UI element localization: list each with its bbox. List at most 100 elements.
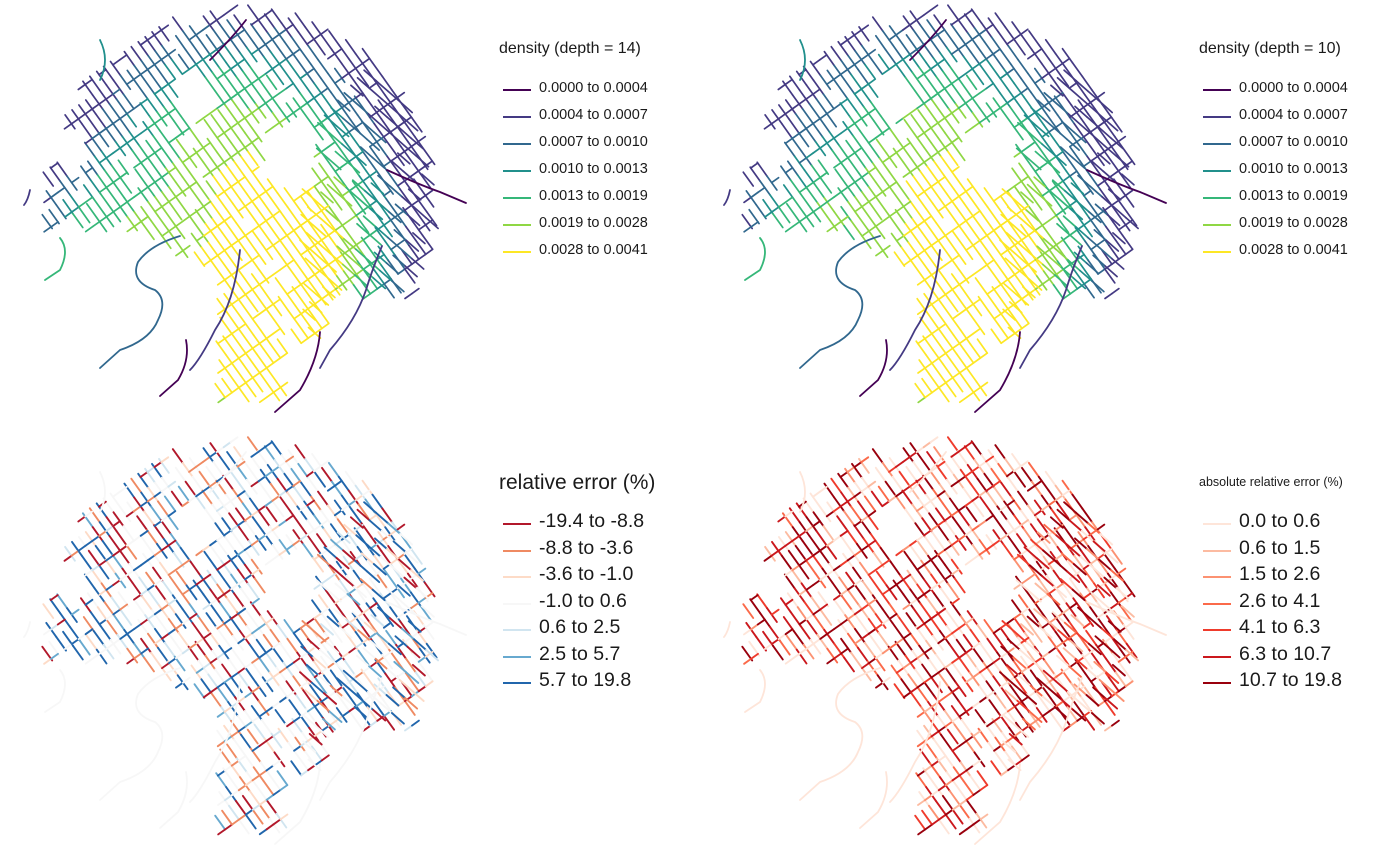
street-segment — [902, 53, 911, 61]
street-segment — [1111, 663, 1126, 677]
street-segment — [844, 467, 856, 484]
street-segment — [986, 720, 995, 728]
street-segment — [195, 637, 205, 645]
street-segment — [256, 18, 269, 34]
street-segment — [1004, 257, 1019, 270]
street-segment — [1041, 680, 1051, 688]
street-segment — [333, 479, 343, 487]
street-segment — [424, 219, 434, 226]
street-segment — [341, 248, 351, 256]
street-segment — [352, 715, 365, 732]
street-segment — [237, 568, 249, 585]
street-segment — [193, 251, 206, 267]
street-segment — [112, 58, 121, 66]
street-segment — [854, 481, 866, 498]
street-segment — [315, 293, 330, 306]
street-segment — [354, 553, 364, 561]
street-segment — [353, 705, 368, 719]
street-segment — [223, 617, 233, 625]
street-segment — [784, 196, 794, 204]
street-segment — [306, 470, 315, 478]
street-segment — [306, 519, 318, 536]
street-segment — [154, 627, 166, 644]
street-segment — [216, 740, 226, 748]
street-segment — [1020, 623, 1034, 636]
street-segment — [941, 794, 954, 811]
street-segment — [962, 633, 975, 650]
street-segment — [1111, 652, 1124, 669]
street-segment — [272, 671, 281, 679]
street-segment — [1009, 684, 1021, 701]
street-segment — [236, 714, 249, 731]
street-segment — [937, 146, 946, 154]
street-segment — [1006, 214, 1016, 222]
street-segment — [1001, 188, 1016, 201]
street-segment — [119, 74, 132, 91]
street-segment — [223, 97, 232, 105]
street-segment — [98, 647, 108, 655]
street-segment — [306, 206, 321, 219]
street-segment — [320, 175, 330, 183]
street-segment — [819, 506, 832, 523]
street-segment — [223, 647, 233, 654]
street-segment — [854, 637, 863, 645]
street-segment — [258, 511, 271, 528]
street-segment — [198, 185, 211, 201]
street-segment — [250, 77, 260, 85]
street-segment — [389, 174, 401, 190]
street-segment — [926, 165, 938, 181]
street-segment — [299, 92, 311, 108]
street-segment — [919, 170, 931, 186]
street-segment — [133, 496, 146, 513]
street-segment — [140, 156, 149, 164]
street-segment — [271, 465, 281, 473]
street-segment — [369, 578, 382, 595]
street-segment — [272, 357, 282, 364]
street-segment — [1027, 543, 1036, 551]
street-segment — [375, 79, 390, 93]
street-segment — [326, 615, 341, 629]
street-segment — [1020, 223, 1032, 240]
street-segment — [188, 583, 198, 591]
street-segment — [951, 774, 961, 782]
street-segment — [1036, 531, 1051, 544]
street-segment — [854, 176, 863, 184]
street-segment — [958, 769, 968, 777]
street-segment — [233, 738, 245, 755]
street-segment — [1077, 606, 1091, 620]
street-segment — [937, 323, 947, 330]
street-segment — [916, 769, 926, 777]
street-segment — [926, 743, 938, 760]
street-segment — [965, 185, 974, 193]
legend-key-line — [1203, 143, 1231, 145]
street-segment — [1047, 499, 1057, 507]
street-segment — [888, 210, 898, 218]
street-segment — [944, 808, 954, 816]
legend-key-line — [1203, 170, 1231, 172]
street-segment — [1098, 247, 1113, 260]
street-segment — [1028, 278, 1043, 291]
street-segment — [119, 632, 129, 640]
street-segment — [914, 382, 926, 399]
street-segment — [833, 623, 843, 630]
street-segment — [258, 740, 268, 747]
street-segment — [1010, 63, 1022, 80]
legend-key-line — [1203, 197, 1231, 199]
street-segment — [986, 491, 999, 508]
street-segment — [141, 163, 153, 179]
street-segment — [112, 549, 121, 557]
street-segment — [798, 98, 807, 105]
street-segment — [1035, 707, 1048, 723]
street-segment — [1061, 626, 1074, 642]
street-segment — [155, 585, 167, 602]
street-segment — [237, 264, 247, 271]
street-segment — [944, 573, 953, 581]
street-segment — [209, 225, 219, 232]
street-segment — [300, 278, 309, 286]
street-segment — [208, 484, 221, 501]
street-segment — [314, 298, 323, 305]
street-segment — [254, 103, 267, 119]
street-segment — [305, 231, 320, 245]
street-segment — [1097, 238, 1106, 246]
street-segment — [315, 725, 330, 738]
